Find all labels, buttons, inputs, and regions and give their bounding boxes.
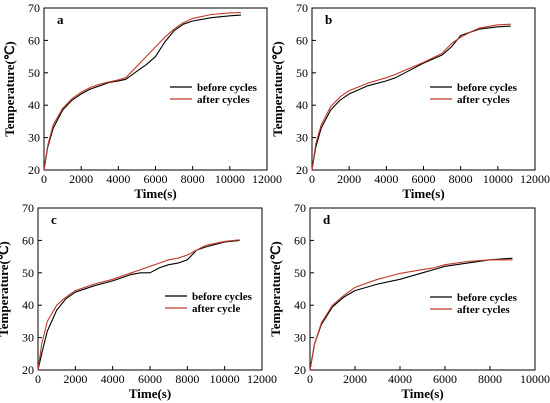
x-tick-label: 10000 [520,372,550,386]
y-tick-label: 30 [22,331,34,345]
x-tick-label: 8000 [181,172,205,186]
panel-label: b [325,12,332,27]
y-tick-label: 60 [296,33,308,47]
x-tick-label: 0 [35,372,41,386]
series-line-before [309,257,513,371]
plot-frame [309,207,536,371]
y-axis-label: Temperature(℃) [0,241,11,336]
x-tick-label: 4000 [101,372,125,386]
x-tick-label: 8000 [175,372,199,386]
x-axis-label: Time(s) [402,186,444,201]
y-tick-label: 60 [22,233,34,247]
chart-panel-c: 0 2000 4000 6000 8000 10000 12000 20 30 40 50 60 70 T… [0,201,277,401]
y-tick-label: 70 [294,201,306,215]
y-tick-label: 50 [296,66,308,80]
y-tick-label: 30 [28,131,40,145]
y-tick-label: 20 [294,363,306,377]
y-axis-label: Temperature(℃) [268,241,283,336]
legend-label: before cycles [192,291,253,303]
y-tick-label: 30 [294,331,306,345]
x-tick-label: 6000 [138,372,162,386]
y-tick-label: 20 [28,163,40,177]
series-line-after [37,239,240,371]
x-tick-label: 10000 [483,172,513,186]
legend-label: before cycles [457,82,518,94]
y-tick-label: 40 [296,98,308,112]
x-axis-label: Time(s) [134,186,176,201]
x-tick-label: 6000 [412,172,436,186]
y-tick-label: 70 [28,1,40,15]
x-tick-label: 4000 [388,372,412,386]
x-tick-label: 10000 [210,372,240,386]
y-tick-label: 70 [22,201,34,215]
x-tick-label: 4000 [374,172,398,186]
y-tick-label: 60 [28,33,40,47]
x-tick-label: 0 [307,372,313,386]
y-tick-label: 40 [28,98,40,112]
chart-panel-a: 0 2000 4000 6000 8000 10000 12000 20 30 40 50 60 70 T… [2,1,282,201]
y-tick-label: 50 [22,266,34,280]
legend-label: before cycles [197,82,258,94]
x-tick-label: 6000 [433,372,457,386]
series-line-after [309,259,513,371]
x-tick-label: 0 [309,172,315,186]
y-tick-label: 40 [294,298,306,312]
x-tick-label: 12000 [252,172,282,186]
x-tick-label: 0 [41,172,47,186]
panel-label: d [323,212,331,227]
x-tick-label: 2000 [69,172,93,186]
legend-label: after cycles [457,304,510,316]
plot-frame [37,207,263,371]
x-tick-label: 2000 [343,372,367,386]
legend-label: after cycle [192,303,240,315]
y-tick-label: 50 [28,66,40,80]
x-axis-label: Time(s) [129,386,171,401]
y-axis-label: Temperature(℃) [270,41,285,136]
x-tick-label: 8000 [449,172,473,186]
y-tick-label: 60 [294,233,306,247]
y-tick-label: 20 [22,363,34,377]
x-tick-label: 6000 [144,172,168,186]
series-line-after [311,23,511,171]
x-axis-label: Time(s) [401,386,443,401]
y-tick-label: 70 [296,1,308,15]
y-axis-label: Temperature(℃) [2,41,17,136]
x-tick-label: 12000 [247,372,277,386]
x-tick-label: 10000 [215,172,245,186]
chart-panel-b: 0 2000 4000 6000 8000 10000 12000 20 30 40 50 60 70 T… [270,1,550,201]
y-tick-label: 40 [22,298,34,312]
x-tick-label: 8000 [478,372,502,386]
y-tick-label: 20 [296,163,308,177]
y-tick-label: 30 [296,131,308,145]
x-tick-label: 2000 [337,172,361,186]
x-tick-label: 12000 [520,172,550,186]
series-line-before [43,14,242,171]
legend-label: before cycles [457,292,518,304]
x-tick-label: 4000 [106,172,130,186]
panel-label: c [51,212,57,227]
legend-label: after cycles [197,94,250,106]
panel-label: a [57,12,64,27]
y-tick-label: 50 [294,266,306,280]
legend-label: after cycles [457,94,510,106]
chart-panel-d: 0 2000 4000 6000 8000 10000 20 30 40 50 60 70 Time(s… [268,201,550,401]
series-line-after [43,11,242,171]
x-tick-label: 2000 [63,372,87,386]
